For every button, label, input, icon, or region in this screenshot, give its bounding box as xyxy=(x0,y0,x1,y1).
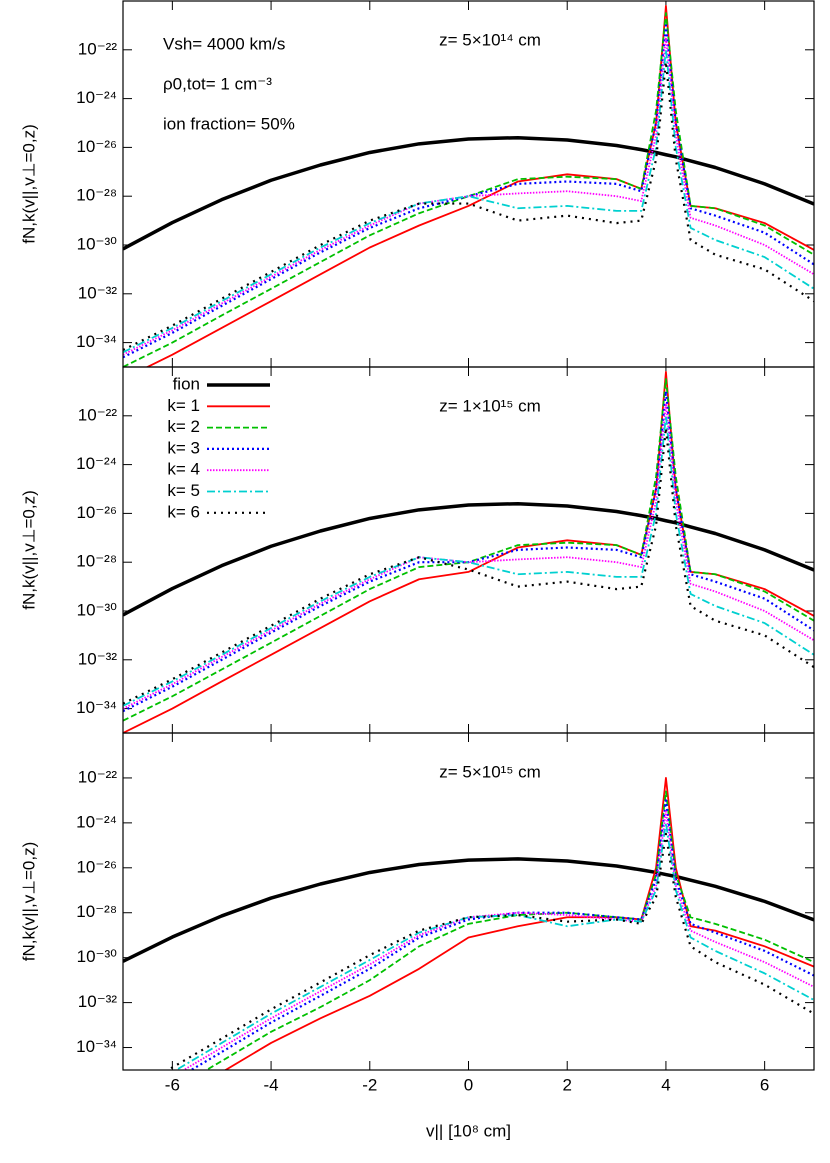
annotation: Vsh= 4000 km/s xyxy=(163,34,285,53)
legend-label: fion xyxy=(173,374,200,393)
series-line xyxy=(174,821,814,1070)
annotation: ρ0,tot= 1 cm⁻³ xyxy=(163,74,272,93)
y-tick-label: 10⁻³⁴ xyxy=(76,332,117,351)
series-line xyxy=(123,414,814,707)
panel-title: z= 5×10¹⁴ cm xyxy=(439,30,541,49)
y-tick-label: 10⁻³⁰ xyxy=(77,600,118,619)
series-line xyxy=(123,501,814,617)
y-tick-label: 10⁻²⁸ xyxy=(76,552,117,571)
plot-area xyxy=(123,371,814,733)
y-tick-label: 10⁻³² xyxy=(78,649,118,668)
series-line xyxy=(123,402,814,710)
plot-area xyxy=(123,5,814,367)
y-tick-label: 10⁻³⁴ xyxy=(76,1037,117,1056)
y-tick-label: 10⁻³⁴ xyxy=(76,698,117,717)
y-tick-label: 10⁻³⁰ xyxy=(77,947,118,966)
series-line xyxy=(123,390,814,713)
annotation: ion fraction= 50% xyxy=(163,114,295,133)
series-line xyxy=(123,426,814,705)
y-tick-label: 10⁻³⁰ xyxy=(77,234,118,253)
series-line xyxy=(223,777,814,1070)
x-tick-label: -4 xyxy=(264,1075,279,1094)
y-tick-label: 10⁻³² xyxy=(78,992,118,1011)
series-line xyxy=(123,378,814,722)
series-line xyxy=(123,36,814,356)
y-tick-label: 10⁻²⁴ xyxy=(76,812,117,831)
series-line xyxy=(123,371,814,733)
y-axis-label: fN,k(v||,v⊥=0,z) xyxy=(19,842,38,962)
y-tick-label: 10⁻²² xyxy=(78,767,118,786)
x-tick-label: 6 xyxy=(760,1075,769,1094)
y-tick-label: 10⁻²² xyxy=(78,405,118,424)
y-tick-label: 10⁻²⁶ xyxy=(76,137,117,156)
y-tick-label: 10⁻³² xyxy=(78,283,118,302)
x-axis-label: v|| [10⁸ cm] xyxy=(426,1121,511,1140)
x-tick-label: 0 xyxy=(464,1075,473,1094)
series-line xyxy=(123,12,814,367)
series-line xyxy=(123,24,814,359)
y-tick-label: 10⁻²⁶ xyxy=(76,503,117,522)
y-tick-label: 10⁻²⁶ xyxy=(76,857,117,876)
y-tick-label: 10⁻²² xyxy=(78,39,118,58)
plot-frame xyxy=(122,732,815,1071)
legend-label: k= 6 xyxy=(167,502,200,521)
y-axis-label: fN,k(v||,v⊥=0,z) xyxy=(19,490,38,610)
y-tick-label: 10⁻²⁸ xyxy=(76,902,117,921)
legend-label: k= 2 xyxy=(167,417,200,436)
y-tick-label: 10⁻²⁴ xyxy=(76,454,117,473)
series-line xyxy=(204,790,814,1070)
legend-label: k= 4 xyxy=(167,460,200,479)
series-line xyxy=(145,5,814,367)
series-line xyxy=(123,60,814,351)
series-line xyxy=(123,135,814,251)
panel-title: z= 5×10¹⁵ cm xyxy=(439,762,541,781)
series-line xyxy=(182,810,814,1070)
series-line xyxy=(123,48,814,354)
x-tick-label: -2 xyxy=(362,1075,377,1094)
y-tick-label: 10⁻²⁴ xyxy=(76,88,117,107)
legend-label: k= 1 xyxy=(167,396,200,415)
x-tick-label: -6 xyxy=(165,1075,180,1094)
x-tick-label: 4 xyxy=(661,1075,670,1094)
panel-title: z= 1×10¹⁵ cm xyxy=(439,396,541,415)
plot-area xyxy=(123,777,814,1070)
y-tick-label: 10⁻²⁸ xyxy=(76,186,117,205)
legend-label: k= 5 xyxy=(167,481,200,500)
y-axis-label: fN,k(v||,v⊥=0,z) xyxy=(19,124,38,244)
legend-label: k= 3 xyxy=(167,438,200,457)
series-line xyxy=(123,857,814,963)
x-tick-label: 2 xyxy=(562,1075,571,1094)
series-line xyxy=(165,832,814,1070)
